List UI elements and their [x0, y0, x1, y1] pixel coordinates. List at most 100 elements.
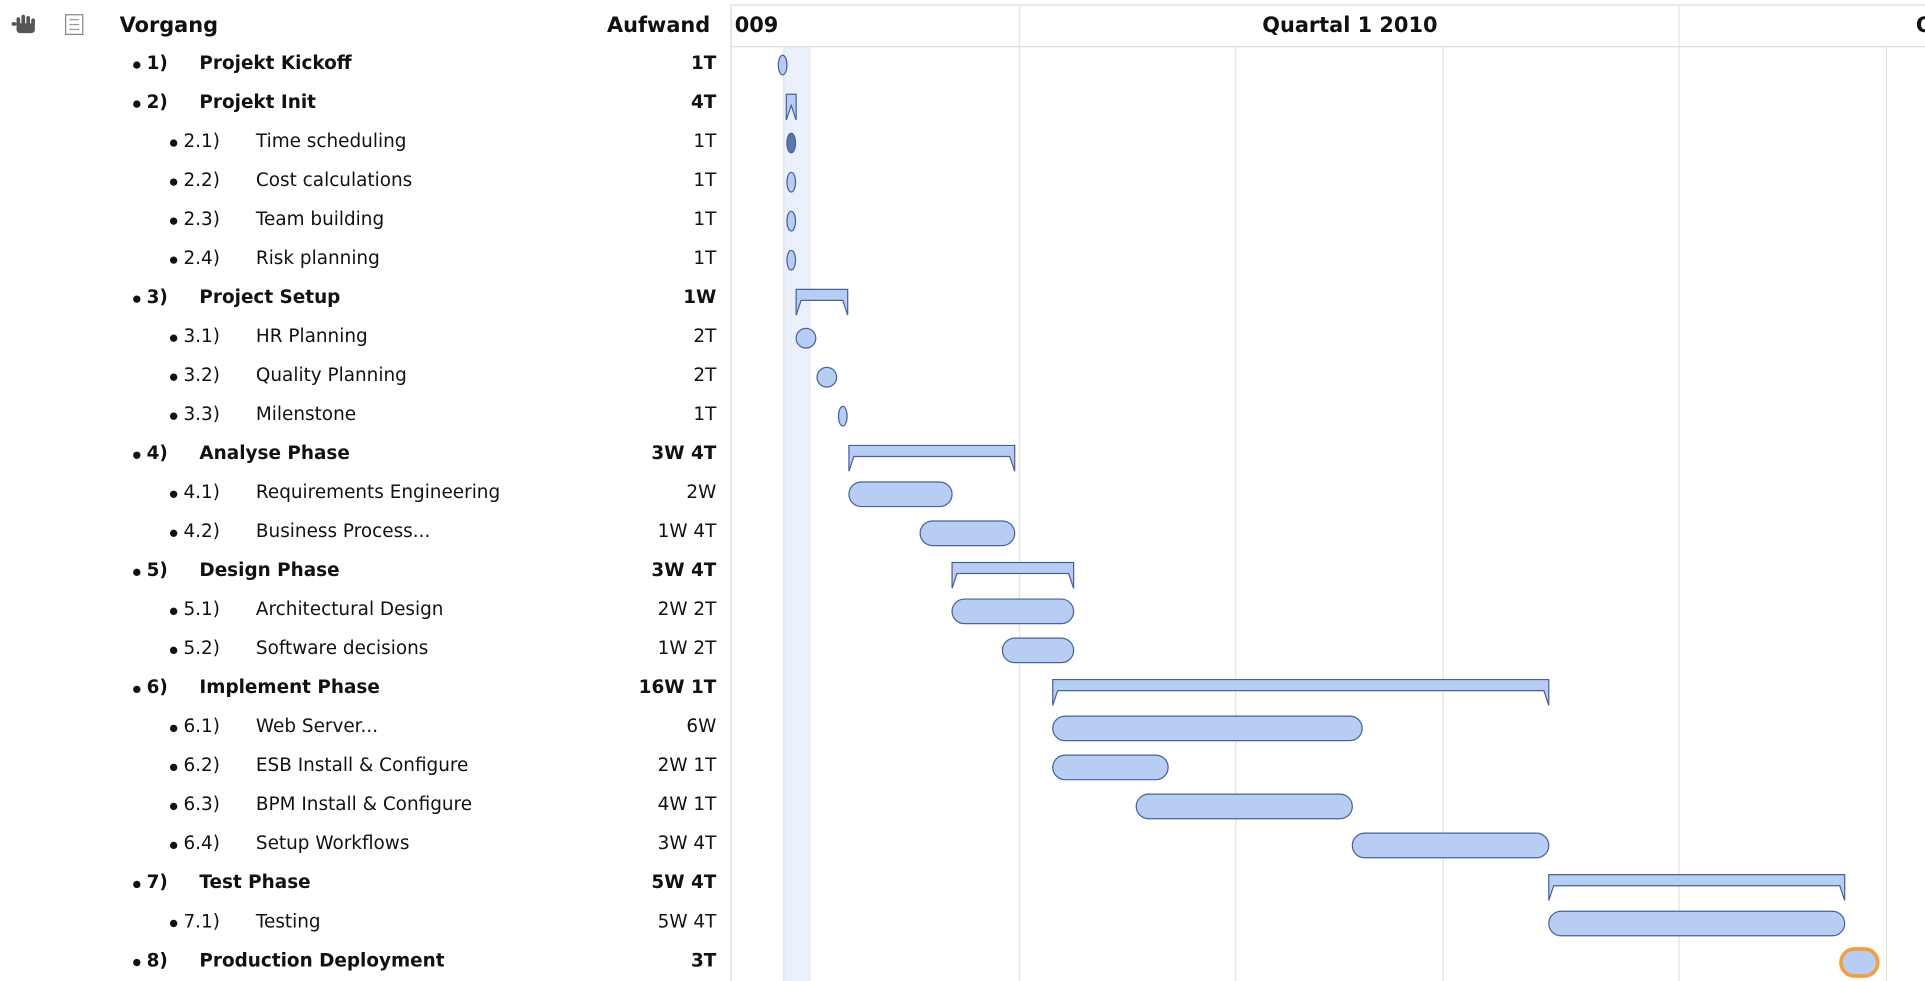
task-number[interactable]: 6.1) [183, 716, 219, 737]
milestone[interactable] [837, 405, 848, 427]
task-effort[interactable]: 3T [691, 950, 717, 971]
task-name[interactable]: Analyse Phase [199, 443, 349, 464]
task-name[interactable]: ESB Install & Configure [256, 755, 468, 776]
task-number[interactable]: 6.4) [183, 833, 219, 854]
task-name[interactable]: Milenstone [256, 404, 356, 425]
task-effort[interactable]: 1T [691, 53, 717, 74]
task-name[interactable]: Quality Planning [256, 365, 407, 386]
task-effort[interactable]: 1T [693, 131, 717, 152]
task-name[interactable]: Projekt Kickoff [199, 53, 352, 74]
task-effort[interactable]: 2T [693, 326, 717, 347]
summary-bar[interactable] [951, 561, 1075, 589]
task-bar[interactable] [848, 481, 953, 508]
milestone[interactable] [786, 249, 797, 271]
task-name[interactable]: Projekt Init [199, 92, 316, 113]
task-bar[interactable] [1548, 910, 1846, 937]
task-effort[interactable]: 3W 4T [651, 443, 716, 464]
task-name[interactable]: HR Planning [256, 326, 368, 347]
task-effort[interactable]: 3W 4T [651, 560, 716, 581]
task-effort[interactable]: 5W 4T [658, 911, 717, 932]
task-effort[interactable]: 6W [686, 716, 716, 737]
summary-bar[interactable] [848, 444, 1016, 472]
summary-bar[interactable] [795, 288, 849, 316]
task-number[interactable]: 4.1) [183, 482, 219, 503]
task-name[interactable]: Implement Phase [199, 677, 379, 698]
task-effort[interactable]: 3W 4T [658, 833, 717, 854]
task-effort[interactable]: 1W 2T [658, 638, 717, 659]
task-number[interactable]: 4.2) [183, 521, 219, 542]
task-number[interactable]: 6) [147, 677, 168, 698]
task-bar[interactable] [951, 598, 1075, 625]
task-bar[interactable] [1839, 947, 1880, 978]
milestone[interactable] [786, 132, 797, 154]
task-number[interactable]: 7) [147, 872, 168, 893]
task-name[interactable]: BPM Install & Configure [256, 794, 472, 815]
task-effort[interactable]: 1T [693, 404, 717, 425]
task-number[interactable]: 8) [147, 950, 168, 971]
milestone[interactable] [816, 366, 838, 388]
milestone[interactable] [786, 210, 797, 232]
task-name[interactable]: Web Server... [256, 716, 378, 737]
task-name[interactable]: Business Process... [256, 521, 430, 542]
task-effort[interactable]: 2W 2T [658, 599, 717, 620]
list-icon[interactable] [64, 14, 84, 35]
task-name[interactable]: Production Deployment [199, 950, 444, 971]
task-bar[interactable] [1052, 715, 1363, 742]
task-bar[interactable] [1001, 637, 1075, 664]
task-effort[interactable]: 1T [693, 170, 717, 191]
milestone[interactable] [777, 54, 788, 76]
summary-bar[interactable] [1052, 678, 1550, 706]
task-bar[interactable] [1135, 793, 1353, 820]
task-bar[interactable] [1351, 832, 1550, 859]
column-header[interactable]: Vorgang [120, 13, 218, 37]
summary-bar[interactable] [1548, 874, 1846, 901]
task-effort[interactable]: 16W 1T [639, 677, 717, 698]
task-name[interactable]: Cost calculations [256, 170, 412, 191]
task-number[interactable]: 2.4) [183, 248, 219, 269]
task-effort[interactable]: 1W 4T [658, 521, 717, 542]
task-number[interactable]: 7.1) [183, 911, 219, 932]
task-number[interactable]: 2.3) [183, 209, 219, 230]
task-name[interactable]: Time scheduling [255, 131, 407, 152]
task-number[interactable]: 3.3) [183, 404, 219, 425]
task-number[interactable]: 2.2) [183, 170, 219, 191]
task-effort[interactable]: 2W 1T [658, 755, 717, 776]
hand-icon[interactable] [11, 14, 35, 34]
task-name[interactable]: Testing [255, 911, 321, 932]
task-number[interactable]: 6.2) [183, 755, 219, 776]
task-effort[interactable]: 2T [693, 365, 717, 386]
milestone[interactable] [795, 327, 817, 349]
task-effort[interactable]: 1W [683, 287, 716, 308]
task-number[interactable]: 1) [147, 53, 168, 74]
task-effort[interactable]: 1T [693, 248, 717, 269]
task-number[interactable]: 2.1) [183, 131, 219, 152]
task-name[interactable]: Project Setup [199, 287, 340, 308]
task-bar[interactable] [919, 520, 1016, 547]
task-number[interactable]: 6.3) [183, 794, 219, 815]
task-name[interactable]: Risk planning [256, 248, 380, 269]
milestone[interactable] [786, 171, 797, 193]
task-number[interactable]: 3.2) [183, 365, 219, 386]
task-effort[interactable]: 1T [693, 209, 717, 230]
task-number[interactable]: 2) [147, 92, 168, 113]
task-number[interactable]: 5.1) [183, 599, 219, 620]
task-number[interactable]: 3.1) [183, 326, 219, 347]
task-name[interactable]: Team building [255, 209, 384, 230]
column-header[interactable]: Aufwand [607, 13, 710, 37]
task-effort[interactable]: 5W 4T [651, 872, 716, 893]
task-name[interactable]: Requirements Engineering [256, 482, 500, 503]
task-number[interactable]: 4) [147, 443, 168, 464]
task-effort[interactable]: 4W 1T [658, 794, 717, 815]
task-name[interactable]: Architectural Design [256, 599, 444, 620]
task-name[interactable]: Software decisions [256, 638, 428, 659]
summary-bar[interactable] [785, 93, 797, 121]
task-bar[interactable] [1052, 754, 1169, 781]
task-name[interactable]: Design Phase [199, 560, 339, 581]
task-effort[interactable]: 4T [691, 92, 717, 113]
task-number[interactable]: 3) [147, 287, 168, 308]
task-name[interactable]: Setup Workflows [256, 833, 410, 854]
task-number[interactable]: 5.2) [183, 638, 219, 659]
task-effort[interactable]: 2W [686, 482, 716, 503]
task-number[interactable]: 5) [147, 560, 168, 581]
task-name[interactable]: Test Phase [199, 872, 310, 893]
